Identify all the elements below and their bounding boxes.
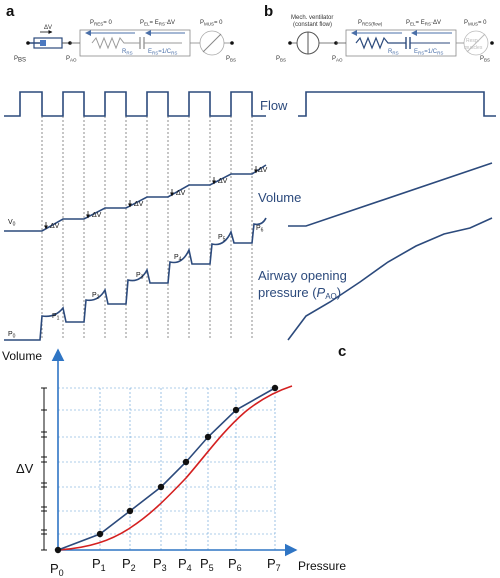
b-r-rs: RRS [388,49,399,56]
b-e-rs: ERS=1/CRS [414,49,443,56]
c-grid [58,387,276,550]
volume-trace-b [288,162,493,227]
p-res-label: PRES= 0 [90,20,112,27]
b-muscles-line1: Resp. [466,38,479,44]
syringe-delta-v: ΔV [44,25,52,31]
p-el-label: PEL= ERS·ΔV [140,20,175,27]
c-x-axis-label: Pressure [298,559,346,573]
pressure-trace-a [4,217,267,341]
c-tick-p5: P5 [200,556,214,573]
dv-label-3: ΔV [134,201,144,208]
p-mus-label: PMUS= 0 [200,20,223,27]
pv-point-1 [96,530,104,538]
e-rs-label: ERS=1/CRS [148,49,177,56]
b-p-mus: PMUS= 0 [464,20,487,27]
pressure-label-line1: Airway opening [258,268,347,283]
p4-label: P4 [174,254,182,263]
b-p-bs-right: PBS [480,56,490,63]
pv-point-7 [271,384,279,392]
pressure-label-line2: pressure (PAO) [258,285,341,301]
deflation-curve-red [57,385,293,551]
c-tick-p2: P2 [122,556,136,573]
p-ao-label: PAO [66,56,77,63]
flow-trace-b [298,91,496,117]
panel-a-traces: ΔV ΔV ΔV ΔV ΔV ΔV V0 P0 P1 P2 P3 P4 P5 P… [4,91,268,341]
pv-point-4 [182,458,190,466]
p0-label: P0 [8,331,16,340]
b-p-ao: PAO [332,56,343,63]
p-bs-left-label: PBS [14,56,26,64]
p2-label: P2 [92,292,100,301]
pv-point-6 [232,406,240,414]
c-y-axis-label: Volume [2,349,42,363]
panel-b-circuit: Mech. ventilator (constant flow) PBS PAO… [276,15,494,63]
pv-curve-blue [57,387,276,551]
dv-label-6: ΔV [258,167,268,174]
dv-label-2: ΔV [92,212,102,219]
volume-label: Volume [258,190,301,205]
pv-point-2 [126,507,134,515]
delta-v-arrows [44,166,258,230]
c-tick-p6: P6 [228,556,242,573]
b-p-el: PEL= ERS·ΔV [406,20,441,27]
pv-point-0 [54,546,62,554]
r-rs-label: RRS [122,49,133,56]
panel-label-c: c [338,343,346,360]
pv-point-3 [157,483,165,491]
volume-trace-a [4,164,267,232]
c-tick-p3: P3 [153,556,167,573]
panel-a-circuit: ΔV PBS PAO PRES= 0 PEL= ERS·ΔV RRS ERS=1… [14,20,236,64]
c-dv-label: ΔV [16,461,34,476]
flow-trace-a [4,91,266,117]
c-tick-p7: P7 [267,556,281,573]
pv-points [54,384,279,554]
dv-label-4: ΔV [176,190,186,197]
b-p-res: PRES(flow) [358,20,383,27]
p6-label: P6 [256,225,264,234]
panel-label-b: b [264,3,273,20]
dv-label-1: ΔV [50,223,60,230]
panel-c-plot: Volume Pressure ΔV P0 P1 P2 P3 P4 P5 P6 … [2,348,346,578]
p1-label: P1 [52,313,60,322]
b-p-bs-left: PBS [276,56,286,63]
p5-label: P5 [218,234,226,243]
c-tick-p1: P1 [92,556,106,573]
syringe-plunger [40,40,46,46]
v0-label: V0 [8,219,16,228]
pv-point-5 [204,433,212,441]
pulse-separators [41,92,253,340]
c-tick-p4: P4 [178,556,192,573]
pressure-trace-b [287,217,493,341]
dv-label-5: ΔV [218,178,228,185]
p3-label: P3 [136,272,144,281]
ventilator-line1: Mech. ventilator [291,15,333,21]
c-tick-p0: P0 [50,561,64,578]
ventilator-line2: (constant flow) [293,22,332,28]
flow-label: Flow [260,98,288,113]
panel-label-a: a [6,3,15,20]
p-bs-right-label: PBS [226,56,236,63]
b-muscles-line2: muscles [464,45,483,51]
